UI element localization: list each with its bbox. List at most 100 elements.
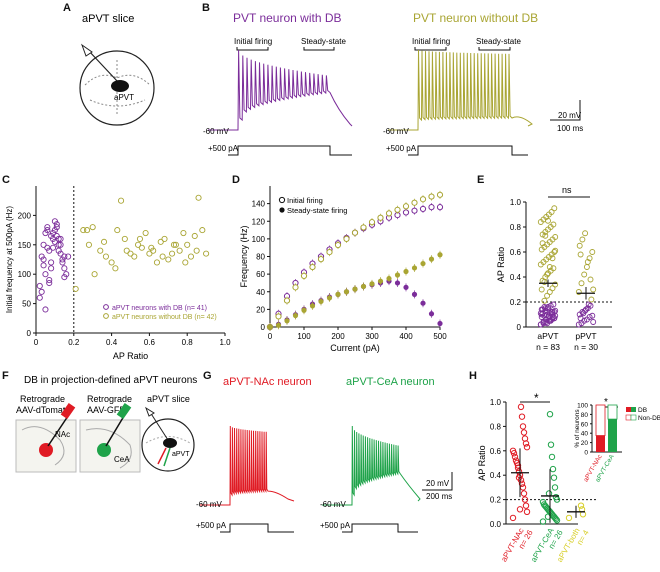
c-point bbox=[199, 227, 206, 234]
g-scale-bar bbox=[422, 472, 453, 491]
b-scale-v: 20 mV bbox=[558, 111, 582, 120]
c-point bbox=[57, 235, 64, 242]
d-point bbox=[403, 284, 409, 290]
c-x-tick-label: 0.2 bbox=[68, 338, 80, 347]
f-mid-label-2: AAV-GFP bbox=[87, 405, 125, 415]
panel-a: aPVT slice aPVT bbox=[79, 13, 155, 126]
c-point bbox=[65, 253, 72, 260]
e-point bbox=[585, 301, 592, 308]
e-point bbox=[552, 247, 559, 254]
d-point bbox=[436, 191, 444, 198]
c-point bbox=[44, 227, 51, 234]
h-point bbox=[521, 496, 529, 503]
panel-b-title-left: PVT neuron with DB bbox=[233, 11, 342, 25]
c-point bbox=[169, 250, 176, 257]
c-point bbox=[36, 294, 43, 301]
c-point bbox=[138, 244, 145, 251]
e-point bbox=[586, 314, 593, 320]
f-nac-label: NAc bbox=[55, 430, 70, 439]
d-point bbox=[275, 313, 282, 320]
inset-bar-nondb bbox=[607, 404, 618, 420]
e-point bbox=[590, 319, 597, 325]
e-point bbox=[581, 271, 588, 278]
c-x-tick-label: 0.4 bbox=[106, 338, 118, 347]
panel-f-title: DB in projection-defined aPVT neurons bbox=[24, 375, 197, 386]
c-point bbox=[61, 274, 68, 281]
d-y-tick-label: 120 bbox=[252, 217, 266, 226]
h-point bbox=[520, 429, 528, 436]
h-point bbox=[551, 484, 559, 491]
g-holding-right: -60 mV bbox=[320, 500, 346, 509]
e-point bbox=[548, 209, 555, 215]
e-point bbox=[551, 205, 558, 212]
e-point bbox=[549, 255, 556, 262]
c-point bbox=[44, 224, 51, 231]
e-point bbox=[589, 312, 596, 319]
c-point bbox=[170, 241, 178, 248]
h-y-tick-label: 0.4 bbox=[490, 471, 502, 480]
d-x-label: Current (pA) bbox=[330, 343, 380, 353]
e-point bbox=[537, 310, 544, 317]
c-point bbox=[161, 235, 168, 242]
h-point bbox=[523, 443, 531, 451]
f-cea-projection bbox=[163, 447, 171, 467]
c-x-tick-label: 0.6 bbox=[144, 338, 156, 347]
c-point bbox=[59, 259, 66, 266]
d-x-tick-label: 400 bbox=[399, 332, 413, 341]
d-point bbox=[436, 204, 444, 211]
h-star: * bbox=[534, 391, 539, 405]
panel-letter-b: B bbox=[202, 2, 210, 14]
inset-y-tick-label: 40 bbox=[581, 431, 589, 438]
c-point bbox=[40, 256, 47, 263]
h-point bbox=[511, 453, 519, 461]
e-point bbox=[590, 286, 597, 293]
c-x-tick-label: 0 bbox=[34, 338, 39, 347]
c-point bbox=[61, 265, 68, 272]
c-legend-label: aPVT neurons without DB (n= 42) bbox=[112, 314, 217, 321]
c-point bbox=[182, 259, 189, 266]
d-point bbox=[343, 289, 350, 295]
d-x-tick-label: 500 bbox=[433, 332, 447, 341]
b-steady-left: Steady-state bbox=[301, 37, 346, 46]
c-point bbox=[55, 235, 62, 242]
e-n-label: n = 83 bbox=[536, 342, 560, 352]
e-point bbox=[552, 281, 559, 288]
e-y-tick-label: 0.4 bbox=[510, 273, 522, 282]
d-point bbox=[309, 263, 316, 271]
c-point bbox=[165, 256, 172, 263]
e-y-tick-label: 0.2 bbox=[510, 298, 522, 307]
e-point bbox=[546, 289, 553, 295]
d-point bbox=[309, 303, 316, 309]
nac-syringe-body bbox=[60, 402, 76, 420]
apvt-region-label: aPVT bbox=[114, 93, 134, 102]
panel-letter-a: A bbox=[63, 2, 71, 14]
f-left-label-2: AAV-dTomato bbox=[16, 405, 70, 415]
d-x-tick-label: 100 bbox=[297, 332, 311, 341]
e-point bbox=[580, 310, 587, 317]
c-point bbox=[127, 250, 134, 257]
e-point bbox=[538, 286, 545, 293]
c-point bbox=[131, 253, 138, 260]
c-point bbox=[136, 235, 143, 242]
e-y-tick-label: 0 bbox=[517, 323, 522, 332]
e-point bbox=[545, 305, 551, 312]
h-point bbox=[516, 506, 524, 513]
h-point bbox=[521, 435, 529, 442]
d-point bbox=[402, 209, 410, 216]
apvt-region bbox=[111, 80, 129, 92]
c-y-tick-label: 100 bbox=[18, 270, 32, 279]
c-point bbox=[80, 227, 87, 234]
c-y-tick-label: 50 bbox=[22, 300, 31, 309]
e-point bbox=[576, 242, 583, 249]
d-y-label: Frequency (Hz) bbox=[239, 225, 249, 287]
e-point bbox=[538, 311, 545, 318]
trace-cea bbox=[322, 425, 421, 506]
d-point bbox=[411, 291, 418, 297]
c-point bbox=[114, 227, 121, 234]
b-steady-right: Steady-state bbox=[476, 37, 521, 46]
c-point bbox=[97, 247, 104, 254]
b-stim-left bbox=[228, 145, 352, 156]
d-point bbox=[369, 281, 375, 287]
inset-bar-db bbox=[608, 419, 617, 452]
